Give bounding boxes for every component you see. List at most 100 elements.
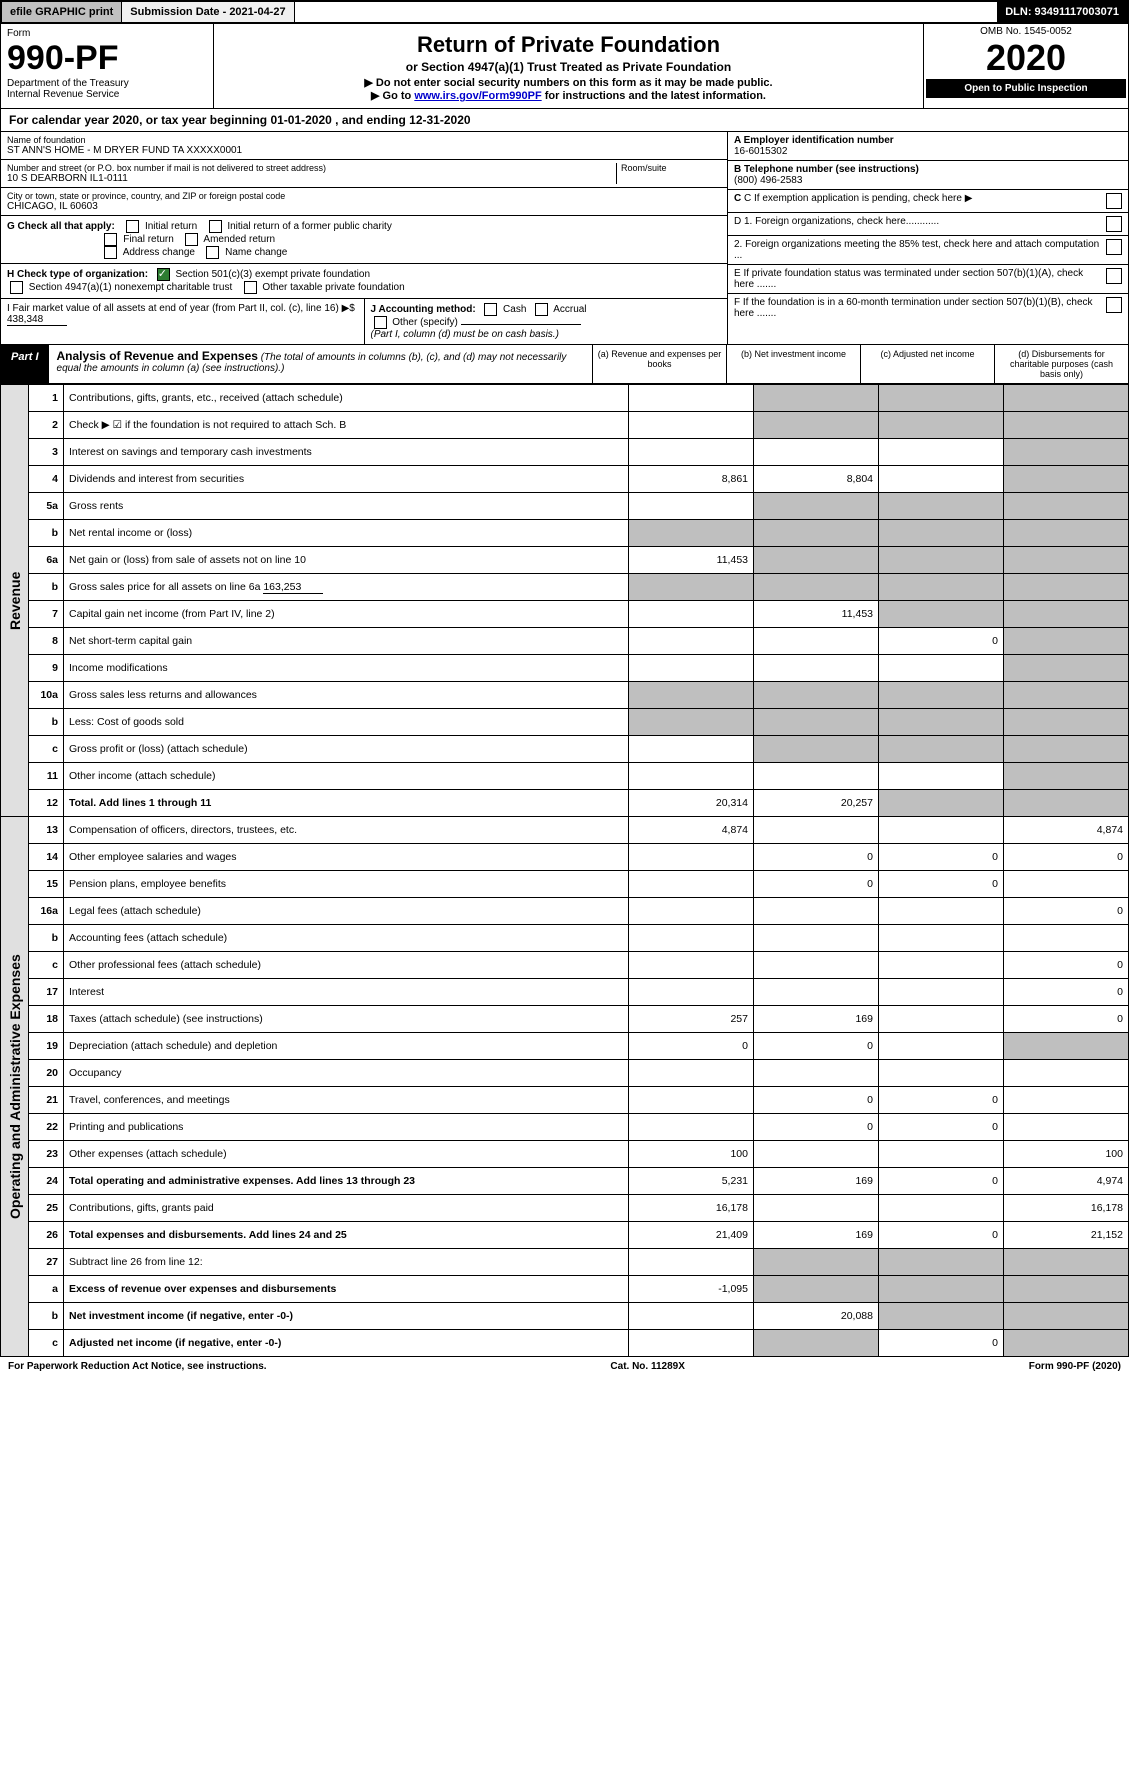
address-change-checkbox[interactable] — [104, 246, 117, 259]
cell-value: 0 — [754, 844, 879, 871]
foundation-name: ST ANN'S HOME - M DRYER FUND TA XXXXX000… — [7, 145, 721, 156]
cell-value — [879, 1141, 1004, 1168]
cell-value — [754, 1141, 879, 1168]
line-description: Pension plans, employee benefits — [64, 871, 629, 898]
other-taxable-checkbox[interactable] — [244, 281, 257, 294]
d1-checkbox[interactable] — [1106, 216, 1122, 232]
section-h: H Check type of organization: Section 50… — [1, 264, 727, 299]
line-description: Less: Cost of goods sold — [64, 709, 629, 736]
cell-value — [1004, 439, 1129, 466]
line-number: 12 — [29, 790, 64, 817]
e-checkbox[interactable] — [1106, 268, 1122, 284]
cell-value — [754, 763, 879, 790]
line-number: 17 — [29, 979, 64, 1006]
line-number: 13 — [29, 817, 64, 844]
d2-checkbox[interactable] — [1106, 239, 1122, 255]
cell-value — [1004, 1303, 1129, 1330]
room-label: Room/suite — [621, 163, 721, 173]
cell-value — [629, 1087, 754, 1114]
cell-value: 0 — [1004, 952, 1129, 979]
cell-value — [754, 1276, 879, 1303]
cell-value — [629, 844, 754, 871]
line-description: Accounting fees (attach schedule) — [64, 925, 629, 952]
line-number: 6a — [29, 547, 64, 574]
line-description: Total expenses and disbursements. Add li… — [64, 1222, 629, 1249]
other-method-checkbox[interactable] — [374, 316, 387, 329]
cell-value: 0 — [879, 1168, 1004, 1195]
section-g: G Check all that apply: Initial return I… — [1, 216, 727, 264]
col-c-header: (c) Adjusted net income — [860, 345, 994, 383]
table-row: 26Total expenses and disbursements. Add … — [1, 1222, 1129, 1249]
cell-value — [629, 412, 754, 439]
line-number: 7 — [29, 601, 64, 628]
cell-value — [879, 1033, 1004, 1060]
dept-label: Department of the Treasury — [7, 78, 207, 89]
efile-label[interactable]: efile GRAPHIC print — [2, 2, 122, 22]
cash-checkbox[interactable] — [484, 303, 497, 316]
table-row: bNet investment income (if negative, ent… — [1, 1303, 1129, 1330]
table-row: 17Interest0 — [1, 979, 1129, 1006]
cell-value — [629, 1060, 754, 1087]
final-return-checkbox[interactable] — [104, 233, 117, 246]
table-row: Revenue1Contributions, gifts, grants, et… — [1, 385, 1129, 412]
section-ij: I Fair market value of all assets at end… — [1, 299, 727, 344]
cell-value — [1004, 466, 1129, 493]
501c3-checkbox[interactable] — [157, 268, 170, 281]
line-number: 27 — [29, 1249, 64, 1276]
form-header: Form 990-PF Department of the Treasury I… — [0, 24, 1129, 109]
table-row: 22Printing and publications00 — [1, 1114, 1129, 1141]
line-description: Compensation of officers, directors, tru… — [64, 817, 629, 844]
cell-value — [879, 817, 1004, 844]
table-row: cAdjusted net income (if negative, enter… — [1, 1330, 1129, 1357]
accrual-checkbox[interactable] — [535, 303, 548, 316]
fmv-label: I Fair market value of all assets at end… — [7, 303, 339, 314]
c-checkbox[interactable] — [1106, 193, 1122, 209]
cell-value — [1004, 1033, 1129, 1060]
cell-value — [629, 1330, 754, 1357]
line-number: a — [29, 1276, 64, 1303]
cell-value — [629, 925, 754, 952]
cell-value — [879, 952, 1004, 979]
submission-date: Submission Date - 2021-04-27 — [122, 2, 294, 22]
cell-value — [754, 952, 879, 979]
line-description: Contributions, gifts, grants, etc., rece… — [64, 385, 629, 412]
4947-checkbox[interactable] — [10, 281, 23, 294]
cell-value — [1004, 601, 1129, 628]
line-number: 5a — [29, 493, 64, 520]
form-title: Return of Private Foundation — [220, 32, 917, 58]
cell-value — [629, 385, 754, 412]
cell-value — [629, 952, 754, 979]
irs-link[interactable]: www.irs.gov/Form990PF — [414, 90, 541, 102]
cell-value — [629, 871, 754, 898]
cell-value — [1004, 1114, 1129, 1141]
cell-value: 0 — [629, 1033, 754, 1060]
table-row: 5aGross rents — [1, 493, 1129, 520]
cell-value — [879, 601, 1004, 628]
cell-value — [1004, 1249, 1129, 1276]
table-row: 18Taxes (attach schedule) (see instructi… — [1, 1006, 1129, 1033]
name-change-checkbox[interactable] — [206, 246, 219, 259]
line-description: Other professional fees (attach schedule… — [64, 952, 629, 979]
form-word: Form — [7, 28, 207, 39]
line-description: Other expenses (attach schedule) — [64, 1141, 629, 1168]
line-number: b — [29, 520, 64, 547]
cell-value: 0 — [754, 1033, 879, 1060]
cell-value: 169 — [754, 1006, 879, 1033]
table-row: 25Contributions, gifts, grants paid16,17… — [1, 1195, 1129, 1222]
table-row: 19Depreciation (attach schedule) and dep… — [1, 1033, 1129, 1060]
cell-value — [1004, 736, 1129, 763]
line-number: 19 — [29, 1033, 64, 1060]
cell-value: 4,874 — [1004, 817, 1129, 844]
f-checkbox[interactable] — [1106, 297, 1122, 313]
line-description: Other income (attach schedule) — [64, 763, 629, 790]
part1-table: Revenue1Contributions, gifts, grants, et… — [0, 384, 1129, 1357]
line-number: c — [29, 952, 64, 979]
cell-value: 100 — [629, 1141, 754, 1168]
omb-number: OMB No. 1545-0052 — [926, 26, 1126, 37]
initial-return-checkbox[interactable] — [126, 220, 139, 233]
initial-former-checkbox[interactable] — [209, 220, 222, 233]
amended-checkbox[interactable] — [185, 233, 198, 246]
open-inspection: Open to Public Inspection — [926, 79, 1126, 98]
line-description: Total. Add lines 1 through 11 — [64, 790, 629, 817]
cell-value: 0 — [1004, 979, 1129, 1006]
